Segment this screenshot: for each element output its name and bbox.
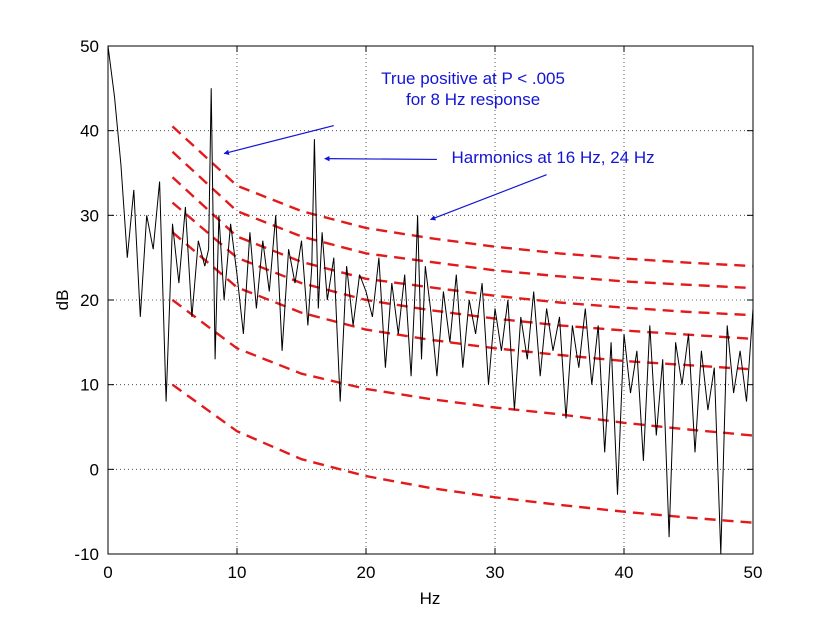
harmonics-arrow: [429, 174, 547, 221]
annotations: True positive at P < .005 for 8 Hz respon…: [223, 69, 655, 221]
threshold-6-line: [171, 299, 753, 437]
true-positive-arrow: [223, 125, 334, 155]
series-layer: [108, 46, 753, 554]
x-tick-label: 30: [486, 563, 505, 582]
spectrum-line: [108, 46, 753, 554]
x-axis-label: Hz: [420, 589, 441, 608]
grid-lines: [108, 46, 753, 554]
y-tick-label: 10: [80, 376, 99, 395]
y-tick-label: 0: [90, 460, 99, 479]
x-tick-label: 10: [228, 563, 247, 582]
x-tick-label: 20: [357, 563, 376, 582]
y-tick-label: -10: [74, 545, 99, 564]
y-tick-label: 40: [80, 122, 99, 141]
plot-background: [108, 46, 753, 554]
y-axis-label: dB: [53, 290, 72, 311]
y-tick-label: 20: [80, 291, 99, 310]
threshold-4-line: [171, 201, 753, 341]
threshold-7-line: [171, 383, 753, 524]
true-positive-annotation-text: True positive at P < .005 for 8 Hz respon…: [381, 69, 565, 109]
true-positive-annotation-line: True positive at P < .005: [381, 69, 565, 88]
y-tick-label: 30: [80, 206, 99, 225]
harmonics-arrow: [324, 155, 437, 162]
threshold-5-line: [171, 231, 753, 371]
harmonics-annotation-line: Harmonics at 16 Hz, 24 Hz: [451, 148, 654, 167]
x-tick-label: 0: [103, 563, 112, 582]
x-tick-label: 40: [615, 563, 634, 582]
x-tick-label: 50: [744, 563, 763, 582]
true-positive-annotation-line: for 8 Hz response: [406, 90, 540, 109]
harmonics-annotation-text: Harmonics at 16 Hz, 24 Hz: [451, 148, 654, 167]
y-tick-label: 50: [80, 37, 99, 56]
